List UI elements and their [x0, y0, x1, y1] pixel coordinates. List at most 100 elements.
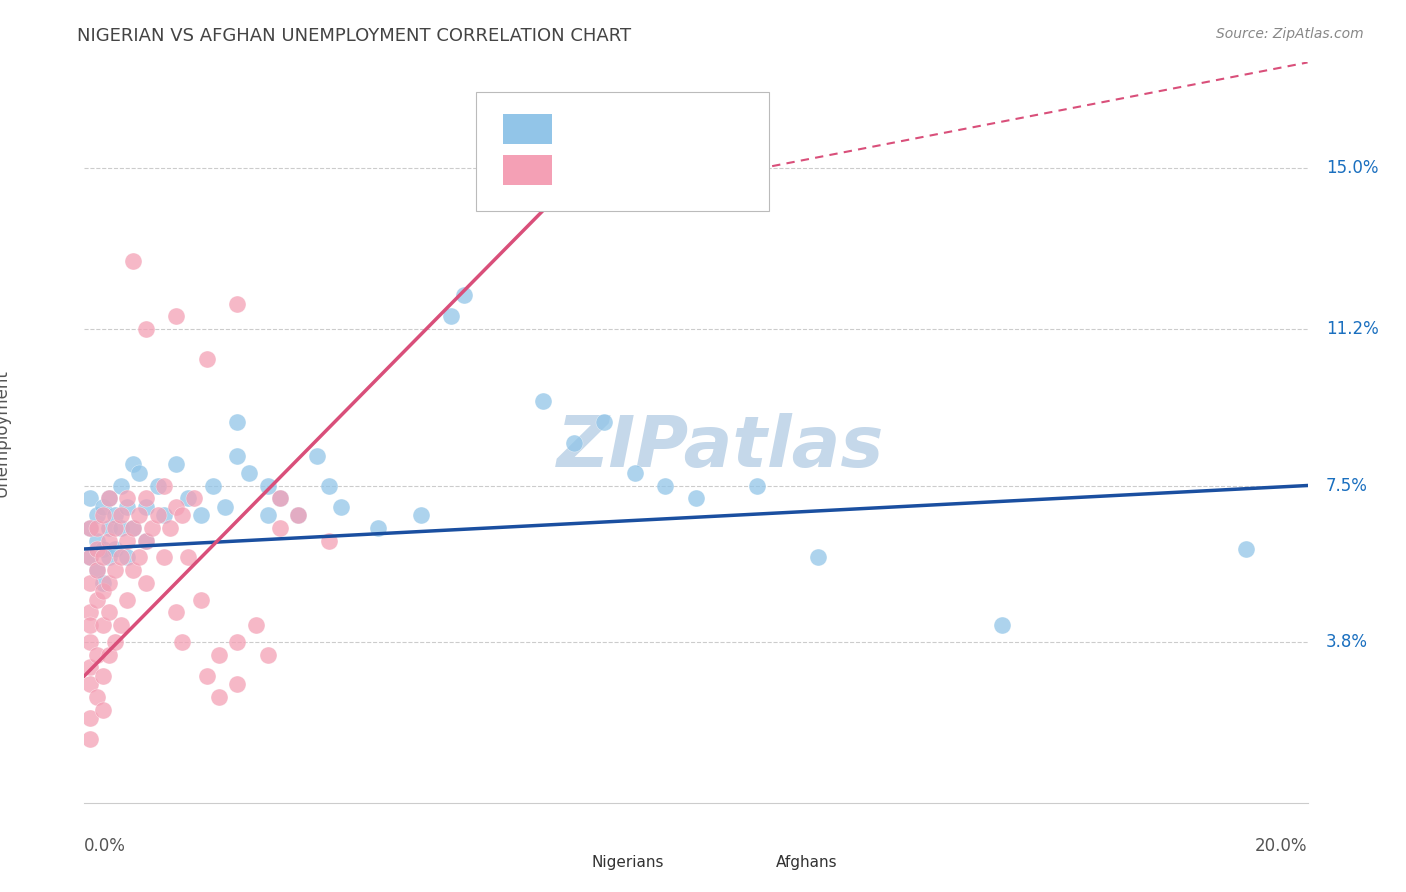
Point	[91, 584, 114, 599]
Point	[79, 550, 101, 565]
Point	[91, 550, 114, 565]
Point	[86, 541, 108, 556]
Point	[79, 677, 101, 691]
Point	[593, 415, 616, 429]
Bar	[503, 114, 551, 144]
Point	[135, 500, 157, 514]
Point	[208, 648, 231, 662]
Point	[238, 466, 260, 480]
Point	[807, 550, 830, 565]
Point	[79, 550, 101, 565]
Point	[79, 660, 101, 674]
Point	[79, 618, 101, 632]
Point	[91, 575, 114, 590]
Point	[453, 288, 475, 302]
Point	[654, 478, 676, 492]
Point	[79, 575, 101, 590]
Point	[305, 449, 328, 463]
Point	[153, 478, 176, 492]
Text: 15.0%: 15.0%	[1326, 159, 1378, 178]
Point	[195, 351, 218, 366]
Point	[165, 606, 187, 620]
Point	[104, 563, 127, 577]
Point	[165, 310, 187, 324]
Point	[110, 550, 132, 565]
Text: 20.0%: 20.0%	[1256, 837, 1308, 855]
Point	[318, 533, 340, 548]
Point	[86, 690, 108, 704]
Point	[318, 478, 340, 492]
Point	[146, 478, 169, 492]
Point	[79, 521, 101, 535]
Point	[91, 541, 114, 556]
Point	[269, 491, 291, 506]
Text: Source: ZipAtlas.com: Source: ZipAtlas.com	[1216, 27, 1364, 41]
Point	[128, 550, 150, 565]
Point	[146, 508, 169, 522]
Point	[91, 500, 114, 514]
Point	[226, 635, 249, 649]
Point	[128, 466, 150, 480]
Point	[79, 606, 101, 620]
Point	[79, 711, 101, 725]
Point	[177, 550, 200, 565]
Point	[153, 508, 176, 522]
Point	[79, 491, 101, 506]
Point	[104, 635, 127, 649]
Point	[531, 393, 554, 408]
Point	[122, 254, 145, 268]
Point	[409, 508, 432, 522]
Point	[104, 541, 127, 556]
Point	[91, 669, 114, 683]
Point	[330, 500, 353, 514]
Point	[79, 635, 101, 649]
Point	[1236, 541, 1258, 556]
Point	[153, 550, 176, 565]
Text: Nigerians: Nigerians	[592, 855, 665, 870]
Point	[226, 449, 249, 463]
Point	[177, 491, 200, 506]
Text: Afghans: Afghans	[776, 855, 837, 870]
Point	[115, 550, 138, 565]
Point	[86, 648, 108, 662]
Text: 3.8%: 3.8%	[1326, 633, 1368, 651]
Point	[172, 508, 194, 522]
Point	[86, 563, 108, 577]
Point	[122, 563, 145, 577]
Point	[287, 508, 309, 522]
Point	[287, 508, 309, 522]
Text: N = 71: N = 71	[678, 162, 731, 178]
Point	[97, 550, 120, 565]
Text: 0.0%: 0.0%	[84, 837, 127, 855]
Point	[97, 648, 120, 662]
Point	[86, 563, 108, 577]
Point	[257, 648, 280, 662]
Point	[86, 521, 108, 535]
Point	[91, 618, 114, 632]
Point	[91, 703, 114, 717]
Point	[122, 458, 145, 472]
Point	[115, 592, 138, 607]
Point	[97, 575, 120, 590]
Point	[135, 322, 157, 336]
Bar	[727, 830, 766, 851]
Point	[183, 491, 205, 506]
Point	[624, 466, 647, 480]
Point	[195, 669, 218, 683]
Point	[165, 500, 187, 514]
Point	[141, 521, 163, 535]
Point	[115, 533, 138, 548]
Point	[562, 436, 585, 450]
Point	[110, 618, 132, 632]
Point	[110, 478, 132, 492]
FancyBboxPatch shape	[475, 92, 769, 211]
Point	[115, 500, 138, 514]
Point	[269, 521, 291, 535]
Point	[79, 732, 101, 747]
Point	[122, 521, 145, 535]
Point	[226, 677, 249, 691]
Text: R = 0.496: R = 0.496	[568, 162, 644, 178]
Point	[190, 508, 212, 522]
Point	[97, 491, 120, 506]
Point	[86, 592, 108, 607]
